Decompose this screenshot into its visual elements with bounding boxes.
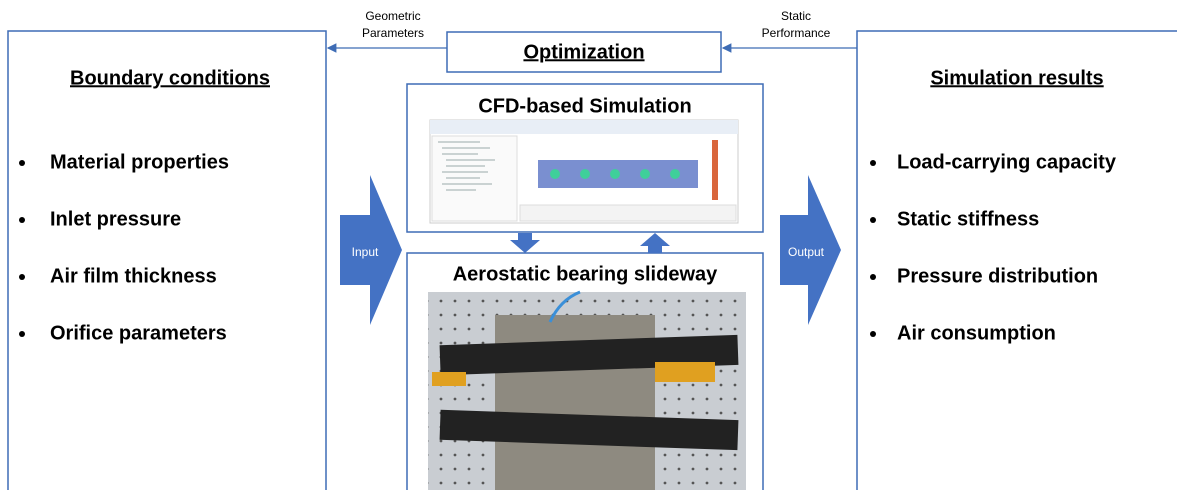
bullet (19, 217, 25, 223)
cfd-title: CFD-based Simulation (478, 95, 691, 117)
optimization-label: Optimization (523, 41, 644, 63)
boundary-box (8, 31, 326, 490)
edge-label: Performance (762, 26, 831, 40)
results-box (857, 31, 1177, 490)
cfd-screenshot (430, 120, 738, 223)
input-label: Input (352, 245, 379, 259)
list-item: Load-carrying capacity (897, 151, 1117, 173)
boundary-title: Boundary conditions (70, 67, 270, 89)
bearing-title: Aerostatic bearing slideway (453, 263, 718, 285)
list-item: Air consumption (897, 322, 1056, 344)
down-arrow (510, 233, 540, 253)
list-item: Air film thickness (50, 265, 217, 287)
bearing-photo (428, 292, 746, 490)
edge-label: Parameters (362, 26, 424, 40)
bullet (870, 274, 876, 280)
bullet (19, 274, 25, 280)
results-title: Simulation results (930, 67, 1103, 89)
up-arrow (640, 233, 670, 253)
output-label: Output (788, 245, 825, 259)
bullet (19, 331, 25, 337)
bullet (870, 331, 876, 337)
list-item: Material properties (50, 151, 229, 173)
bullet (870, 217, 876, 223)
edge-label: Static (781, 9, 811, 23)
diagram: Geometric Parameters Static Performance … (0, 0, 1177, 490)
edge-label: Geometric (365, 9, 420, 23)
bullet (19, 160, 25, 166)
list-item: Static stiffness (897, 208, 1039, 230)
list-item: Orifice parameters (50, 322, 227, 344)
bullet (870, 160, 876, 166)
list-item: Inlet pressure (50, 208, 181, 230)
list-item: Pressure distribution (897, 265, 1098, 287)
